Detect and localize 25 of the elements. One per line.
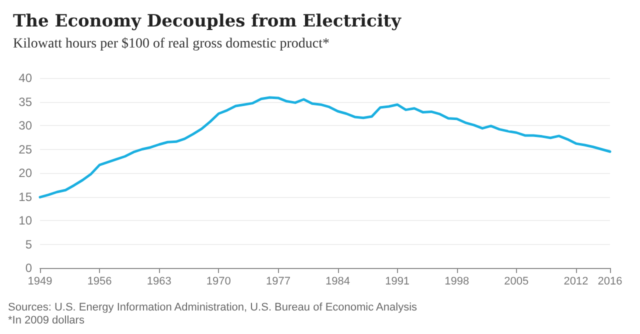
x-tick-label: 2012: [564, 276, 588, 288]
y-tick-label: 0: [25, 261, 32, 275]
y-tick-label: 40: [18, 71, 32, 85]
y-tick-label: 5: [25, 237, 32, 252]
x-tick-label: 1977: [266, 276, 290, 288]
x-tick-label: 1991: [385, 276, 410, 288]
y-tick-label: 15: [18, 190, 32, 204]
x-tick-label: 1956: [87, 276, 112, 288]
y-tick-label: 25: [18, 142, 32, 156]
y-tick-label: 10: [18, 214, 32, 228]
source-note: Sources: U.S. Energy Information Administration, U.S. Bureau of Economic Analysis: [8, 302, 418, 314]
y-tick-label: 35: [18, 94, 32, 109]
x-tick-label: 1998: [444, 276, 470, 288]
x-tick-label: 1984: [326, 276, 350, 288]
x-tick-label: 1970: [206, 276, 231, 288]
x-tick-label: 1949: [28, 276, 52, 288]
chart-title: The Economy Decouples from Electricity: [13, 12, 402, 32]
x-tick-label: 2016: [598, 276, 622, 288]
text: *In 2009 dollars: [8, 314, 85, 326]
y-tick-label: 20: [18, 166, 32, 180]
chart-subtitle: Kilowatt hours per $100 of real gross domestic product*: [13, 36, 330, 52]
x-tick-label: 1963: [146, 276, 172, 288]
y-tick-label: 30: [18, 118, 32, 132]
x-tick-label: 2005: [504, 276, 529, 288]
line-series: [38, 96, 612, 198]
